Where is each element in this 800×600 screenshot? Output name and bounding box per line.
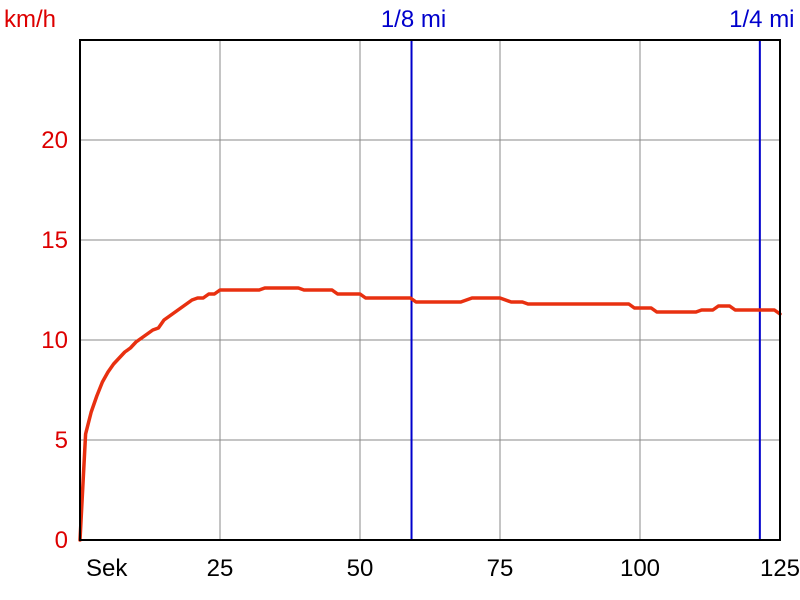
y-tick-label-0: 0 [55,527,68,554]
distance-marker-label-1: 1/4 mi [729,6,794,33]
distance-marker-label-0: 1/8 mi [381,6,446,33]
y-tick-label-2: 10 [41,327,68,354]
x-tick-labels: 25 50 75 100 125 [207,555,800,582]
y-tick-label-4: 20 [41,127,68,154]
y-axis-label: km/h [4,6,56,33]
x-tick-label-2: 75 [487,555,514,582]
x-tick-label-3: 100 [620,555,660,582]
x-tick-label-0: 25 [207,555,234,582]
grid [80,40,780,540]
x-tick-label-1: 50 [347,555,374,582]
x-axis-label: Sek [86,555,128,582]
speed-series-line [78,286,782,542]
distance-markers: 1/8 mi 1/4 mi [381,6,795,540]
y-tick-label-3: 15 [41,227,68,254]
y-tick-labels: 0 5 10 15 20 [41,127,68,554]
plot-frame [79,39,781,541]
y-tick-label-1: 5 [55,427,68,454]
x-tick-label-4: 125 [760,555,800,582]
